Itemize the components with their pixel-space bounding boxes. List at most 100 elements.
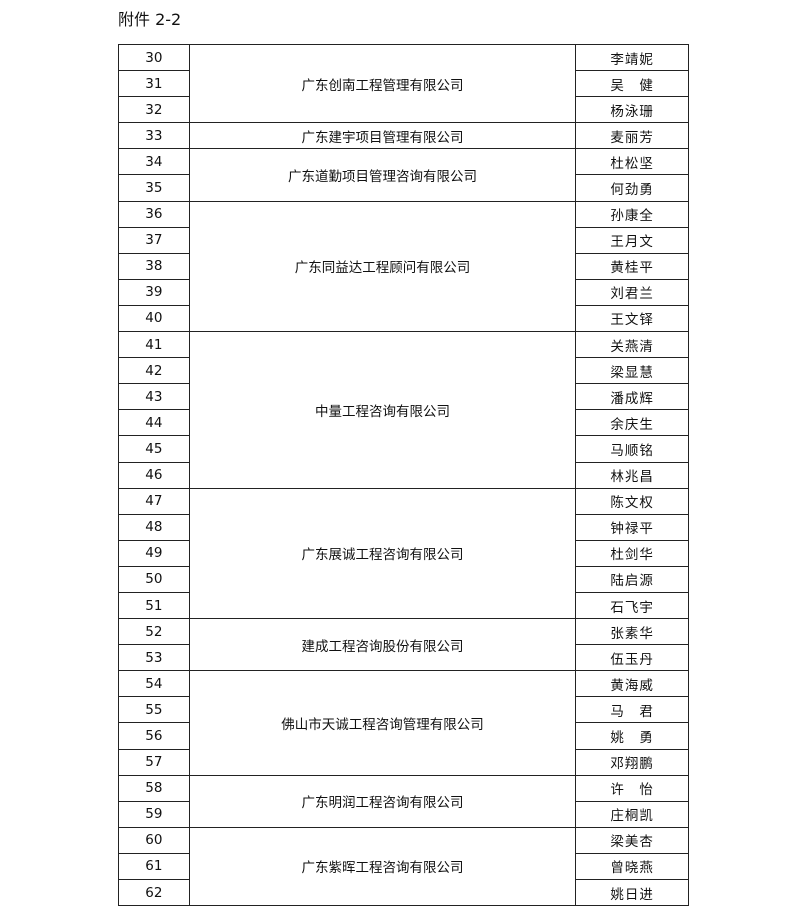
row-number: 30	[118, 43, 190, 72]
attachment-title: 附件 2-2	[118, 10, 182, 29]
person-name: 庄桐凯	[575, 800, 689, 828]
person-name: 陈文权	[575, 487, 689, 515]
company-name: 建成工程咨询股份有限公司	[188, 618, 577, 672]
person-name: 杜剑华	[575, 539, 689, 567]
row-number: 34	[118, 148, 190, 176]
company-name: 广东建宇项目管理有限公司	[188, 122, 577, 150]
row-number: 61	[118, 852, 190, 881]
person-name: 石飞宇	[575, 591, 689, 620]
company-name: 广东道勤项目管理咨询有限公司	[188, 148, 577, 202]
person-name: 何劲勇	[575, 174, 689, 202]
company-name: 佛山市天诚工程咨询管理有限公司	[188, 670, 577, 776]
person-name: 梁美杏	[575, 826, 689, 854]
table-row: 62 姚日进	[118, 878, 689, 907]
person-name: 许 怡	[575, 774, 689, 802]
table-row: 33 广东建宇项目管理有限公司 麦丽芳	[118, 122, 689, 150]
row-number: 62	[118, 878, 190, 907]
person-name: 马 君	[575, 696, 689, 724]
company-name: 广东创南工程管理有限公司	[188, 43, 577, 124]
row-number: 43	[118, 383, 190, 411]
table-row: 60 广东紫晖工程咨询有限公司 梁美杏	[118, 826, 689, 907]
row-number: 51	[118, 591, 190, 620]
table-row: 41 中量工程咨询有限公司 关燕清	[118, 331, 689, 489]
row-number: 59	[118, 800, 190, 828]
table-row: 54 佛山市天诚工程咨询管理有限公司 黄海威	[118, 670, 689, 776]
company-name: 广东明润工程咨询有限公司	[188, 774, 577, 828]
table-row: 47 广东展诚工程咨询有限公司 陈文权	[118, 487, 689, 620]
person-name: 伍玉丹	[575, 644, 689, 672]
table-row: 58 广东明润工程咨询有限公司许 怡	[118, 774, 689, 828]
person-name: 杜松坚	[575, 148, 689, 176]
row-number: 54	[118, 670, 190, 698]
row-number: 52	[118, 618, 190, 646]
personnel-table: 30 广东创南工程管理有限公司 李靖妮 31 吴 健 32 杨泳珊 33 广东建宇项目管理有限公…	[118, 43, 689, 907]
person-name: 姚 勇	[575, 722, 689, 750]
person-name: 邓翔鹏	[575, 748, 689, 776]
row-number: 53	[118, 644, 190, 672]
row-number: 48	[118, 513, 190, 541]
person-name: 马顺铭	[575, 435, 689, 463]
row-number: 46	[118, 461, 190, 489]
row-number: 37	[118, 226, 190, 254]
table-row: 44 余庆生	[118, 409, 689, 437]
person-name: 吴 健	[575, 70, 689, 98]
row-number: 36	[118, 200, 190, 228]
table-row: 52 建成工程咨询股份有限公司 张素华	[118, 618, 689, 672]
row-number: 31	[118, 70, 190, 98]
row-number: 42	[118, 357, 190, 385]
row-number: 57	[118, 748, 190, 776]
row-number: 35	[118, 174, 190, 202]
row-number: 55	[118, 696, 190, 724]
row-number: 44	[118, 409, 190, 437]
table-row: 51 石飞宇	[118, 591, 689, 620]
row-number: 33	[118, 122, 190, 150]
person-name: 梁显慧	[575, 357, 689, 385]
table-row: 34 广东道勤项目管理咨询有限公司 杜松坚	[118, 148, 689, 202]
table-row: 50 陆启源	[118, 565, 689, 593]
person-name: 李靖妮	[575, 43, 689, 72]
row-number: 39	[118, 278, 190, 306]
row-number: 45	[118, 435, 190, 463]
person-name: 余庆生	[575, 409, 689, 437]
person-name: 姚日进	[575, 878, 689, 907]
row-number: 38	[118, 252, 190, 280]
table-row: 39 刘君兰	[118, 278, 689, 306]
row-number: 40	[118, 304, 190, 333]
table-row: 46 林兆昌	[118, 461, 689, 489]
person-name: 王月文	[575, 226, 689, 254]
person-name: 关燕清	[575, 331, 689, 359]
person-name: 张素华	[575, 618, 689, 646]
company-name: 广东紫晖工程咨询有限公司	[188, 826, 577, 907]
row-number: 41	[118, 331, 190, 359]
table-row: 42 梁显慧	[118, 357, 689, 385]
table-row: 49 杜剑华	[118, 539, 689, 567]
row-number: 47	[118, 487, 190, 515]
company-name: 广东同益达工程顾问有限公司	[188, 200, 577, 333]
person-name: 林兆昌	[575, 461, 689, 489]
table-row: 31 吴 健	[118, 70, 689, 98]
person-name: 杨泳珊	[575, 96, 689, 124]
row-number: 50	[118, 565, 190, 593]
row-number: 56	[118, 722, 190, 750]
person-name: 刘君兰	[575, 278, 689, 306]
table-row: 35 何劲勇	[118, 174, 689, 202]
table-row: 40 王文铎	[118, 304, 689, 333]
company-name: 广东展诚工程咨询有限公司	[188, 487, 577, 620]
person-name: 黄海威	[575, 670, 689, 698]
person-name: 潘成辉	[575, 383, 689, 411]
person-name: 王文铎	[575, 304, 689, 333]
table-row: 38 黄桂平	[118, 252, 689, 280]
person-name: 陆启源	[575, 565, 689, 593]
company-name: 中量工程咨询有限公司	[188, 331, 577, 489]
table-row: 53 伍玉丹	[118, 644, 689, 672]
row-number: 58	[118, 774, 190, 802]
person-name: 钟禄平	[575, 513, 689, 541]
table-row: 61 曾晓燕	[118, 852, 689, 881]
row-number: 49	[118, 539, 190, 567]
person-name: 麦丽芳	[575, 122, 689, 150]
table-row: 37 王月文	[118, 226, 689, 254]
table-row: 32 杨泳珊	[118, 96, 689, 124]
person-name: 曾晓燕	[575, 852, 689, 881]
person-name: 黄桂平	[575, 252, 689, 280]
row-number: 60	[118, 826, 190, 854]
